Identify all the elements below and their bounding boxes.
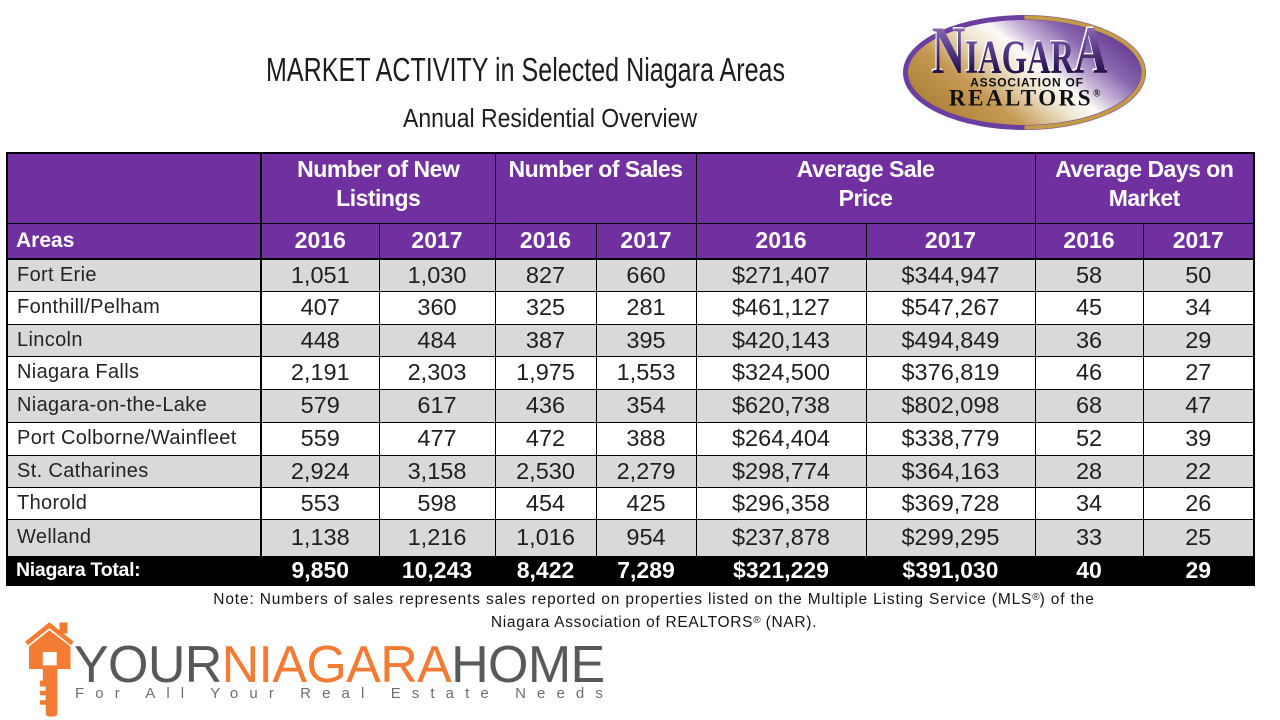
svg-text:ASSOCIATION OF: ASSOCIATION OF xyxy=(970,76,1084,90)
svg-text:REALTORS®: REALTORS® xyxy=(949,86,1103,111)
